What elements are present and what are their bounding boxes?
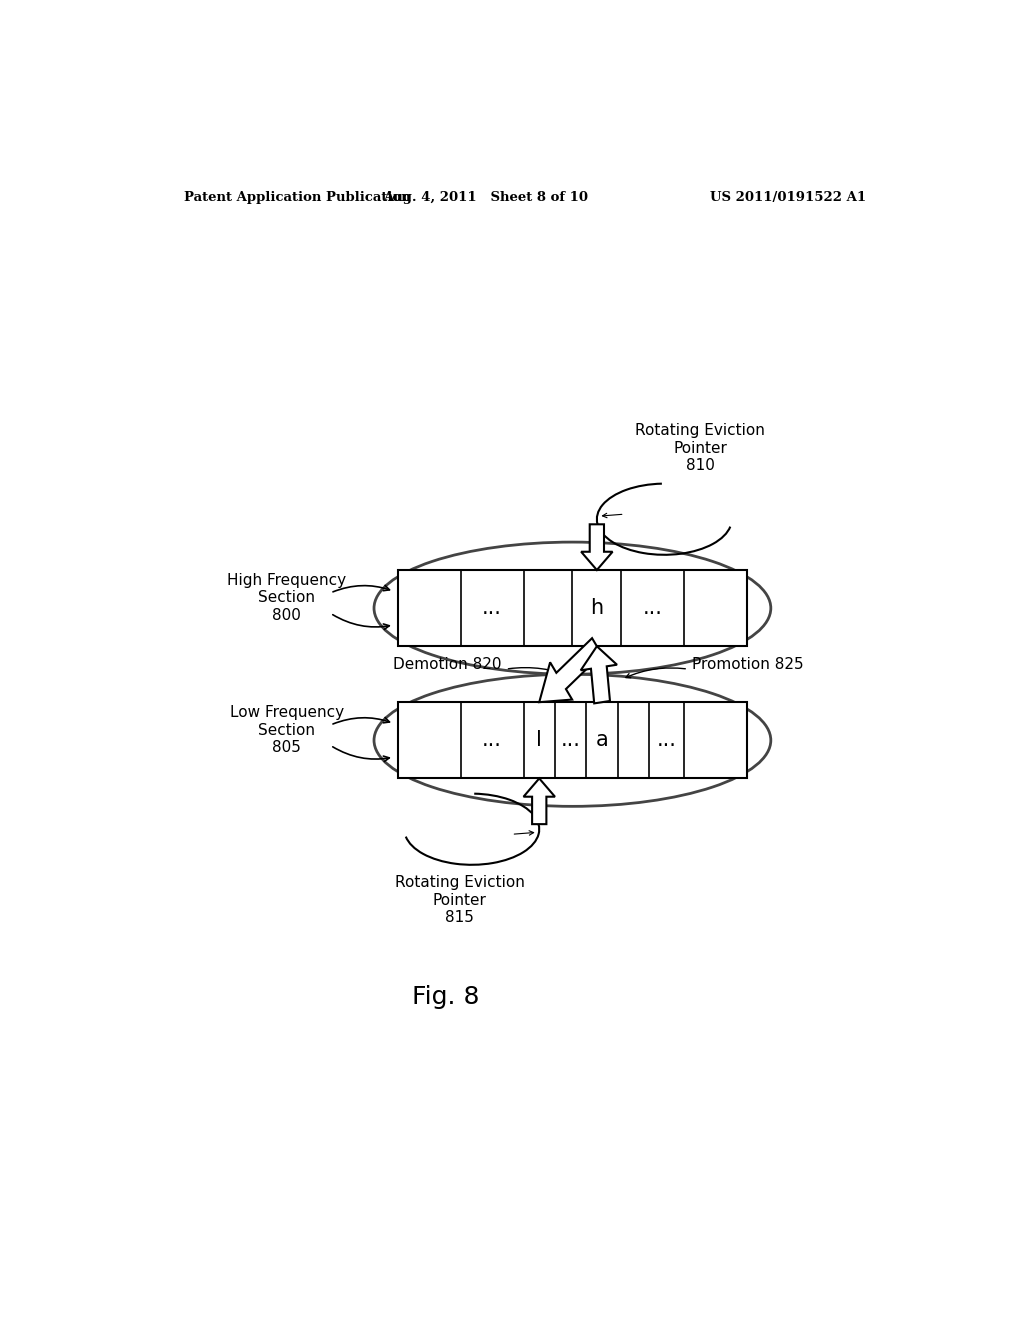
Text: Low Frequency
Section
805: Low Frequency Section 805 bbox=[229, 705, 344, 755]
Text: Fig. 8: Fig. 8 bbox=[412, 985, 479, 1008]
Text: US 2011/0191522 A1: US 2011/0191522 A1 bbox=[710, 190, 866, 203]
Text: Aug. 4, 2011   Sheet 8 of 10: Aug. 4, 2011 Sheet 8 of 10 bbox=[383, 190, 588, 203]
Text: High Frequency
Section
800: High Frequency Section 800 bbox=[227, 573, 346, 623]
Text: Demotion 820: Demotion 820 bbox=[393, 656, 502, 672]
Text: Rotating Eviction
Pointer
815: Rotating Eviction Pointer 815 bbox=[395, 875, 525, 925]
Text: ...: ... bbox=[561, 730, 581, 750]
Text: l: l bbox=[537, 730, 542, 750]
Bar bbox=[397, 570, 748, 647]
Bar bbox=[397, 702, 748, 779]
Text: ...: ... bbox=[482, 730, 502, 750]
Text: ...: ... bbox=[643, 598, 663, 618]
Polygon shape bbox=[582, 524, 612, 570]
Polygon shape bbox=[540, 638, 602, 702]
Text: a: a bbox=[596, 730, 608, 750]
Text: Promotion 825: Promotion 825 bbox=[692, 656, 804, 672]
Text: ...: ... bbox=[656, 730, 677, 750]
Text: Rotating Eviction
Pointer
810: Rotating Eviction Pointer 810 bbox=[635, 424, 765, 473]
Polygon shape bbox=[581, 647, 617, 704]
Text: Patent Application Publication: Patent Application Publication bbox=[183, 190, 411, 203]
Text: h: h bbox=[590, 598, 603, 618]
Polygon shape bbox=[523, 779, 555, 824]
Text: ...: ... bbox=[482, 598, 502, 618]
